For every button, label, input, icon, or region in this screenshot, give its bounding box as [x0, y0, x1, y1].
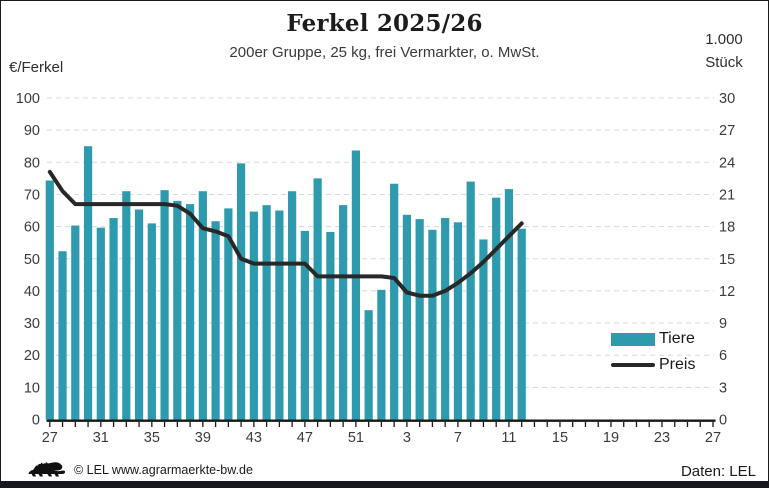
tiere-bar-week-4 [415, 219, 424, 420]
right-axis-unit: 1.000 Stück [693, 28, 755, 74]
tiere-bar-week-28 [58, 251, 67, 420]
x-tick-label: 43 [246, 430, 262, 446]
tiere-bar-week-50 [339, 205, 348, 420]
right-axis-tick-label: 12 [719, 284, 735, 300]
x-tick-label: 35 [144, 430, 160, 446]
chart-subtitle: 200er Gruppe, 25 kg, frei Vermarkter, o.… [229, 44, 540, 61]
left-axis-tick-label: 60 [24, 220, 40, 236]
tiere-bar-week-30 [83, 146, 93, 420]
tiere-bar-week-34 [134, 209, 144, 420]
left-axis-tick-label: 80 [24, 155, 40, 171]
x-tick-label: 19 [603, 430, 619, 446]
left-axis-tick-label: 90 [24, 123, 40, 139]
bw-lion-logo-icon [28, 462, 66, 477]
preis-line [47, 169, 524, 298]
tiere-bar-week-36 [160, 190, 169, 420]
tiere-bar-week-49 [326, 231, 335, 420]
tiere-bar-week-1 [377, 289, 386, 420]
data-source-text: Daten: LEL [680, 463, 756, 480]
tiere-bar-week-32 [109, 218, 118, 420]
tiere-bar-week-44 [262, 205, 271, 420]
tiere-bar-week-6 [441, 218, 450, 420]
left-axis-tick-label: 10 [24, 380, 40, 396]
preis-line-swatch-icon [611, 363, 655, 367]
bottom-accent-bar [1, 481, 768, 487]
left-axis-unit: €/Ferkel [9, 59, 64, 76]
left-axis-tick-label: 100 [16, 91, 40, 107]
right-axis-tick-label: 15 [719, 252, 735, 268]
tiere-bar-week-5 [428, 229, 437, 420]
tiere-bar-swatch-icon [611, 332, 655, 346]
x-tick-label: 31 [93, 430, 109, 446]
left-axis-tick-label: 0 [32, 413, 40, 429]
left-axis-tick-label: 40 [24, 284, 40, 300]
legend-label-preis: Preis [659, 356, 696, 373]
x-tick-label: 51 [348, 430, 364, 446]
tiere-bar-week-40 [211, 221, 220, 420]
legend-item-preis: Preis [611, 352, 721, 378]
tiere-bar-week-45 [275, 210, 284, 420]
x-axis-line [46, 419, 716, 422]
right-axis-tick-label: 3 [719, 380, 727, 396]
x-tick-label: 23 [654, 430, 670, 446]
right-axis-tick-label: 21 [719, 187, 735, 203]
footer-left: © LEL www.agrarmaerkte-bw.de [27, 460, 253, 480]
x-tick-label: 3 [403, 430, 411, 446]
tiere-bar-week-38 [185, 204, 195, 420]
x-tick-label: 27 [705, 430, 721, 446]
right-axis-tick-label: 18 [719, 220, 735, 236]
left-axis-tick-label: 30 [24, 316, 40, 332]
legend: Tiere Preis [611, 326, 721, 378]
tiere-bar-week-43 [249, 211, 258, 420]
right-axis-tick-label: 30 [719, 91, 735, 107]
tiere-bar-week-51 [351, 150, 360, 420]
copyright-text: © LEL www.agrarmaerkte-bw.de [74, 463, 253, 477]
tiere-bar-week-10 [492, 197, 501, 420]
tiere-bar-week-35 [147, 223, 156, 420]
right-axis-tick-label: 0 [719, 413, 727, 429]
x-tick-label: 15 [552, 430, 568, 446]
right-axis-unit-line1: 1.000 [705, 31, 743, 48]
tiere-bar-week-11 [504, 189, 514, 420]
right-axis-tick-label: 27 [719, 123, 735, 139]
x-tick-label: 39 [195, 430, 211, 446]
tiere-bar-week-12 [517, 228, 526, 420]
x-tick-label: 11 [501, 430, 516, 446]
tiere-bar-week-2 [390, 183, 399, 420]
tiere-bar-week-42 [237, 163, 246, 420]
legend-item-tiere: Tiere [611, 326, 721, 352]
tiere-bar-week-41 [224, 208, 233, 420]
tiere-bar-week-9 [479, 239, 488, 420]
tiere-bar-week-46 [288, 191, 297, 420]
x-tick-label: 7 [454, 430, 462, 446]
tiere-bar-week-48 [313, 178, 322, 420]
tiere-bar-week-39 [198, 191, 207, 420]
tiere-bar-week-7 [453, 222, 463, 420]
chart-title: Ferkel 2025/26 [286, 10, 483, 37]
tiere-bar-week-31 [96, 227, 105, 420]
right-axis-tick-label: 24 [719, 155, 735, 171]
x-tick-label: 47 [297, 430, 313, 446]
right-axis-unit-line2: Stück [705, 54, 743, 71]
tiere-bar-week-27 [45, 180, 54, 420]
x-tick-label: 27 [42, 430, 58, 446]
tiere-bar-week-47 [300, 230, 309, 420]
tiere-bar-week-3 [402, 214, 412, 420]
left-axis-tick-label: 70 [24, 187, 40, 203]
tiere-bar-week-37 [173, 200, 182, 420]
right-axis-tick-label: 9 [719, 316, 727, 332]
legend-label-tiere: Tiere [659, 330, 695, 347]
left-axis-tick-label: 50 [24, 252, 40, 268]
tiere-bar-week-8 [466, 181, 475, 420]
right-axis-tick-label: 6 [719, 348, 727, 364]
tiere-bar-week-52 [364, 310, 373, 420]
tiere-bar-week-33 [122, 191, 131, 420]
left-axis-tick-label: 20 [24, 348, 40, 364]
tiere-bar-week-29 [71, 225, 80, 420]
